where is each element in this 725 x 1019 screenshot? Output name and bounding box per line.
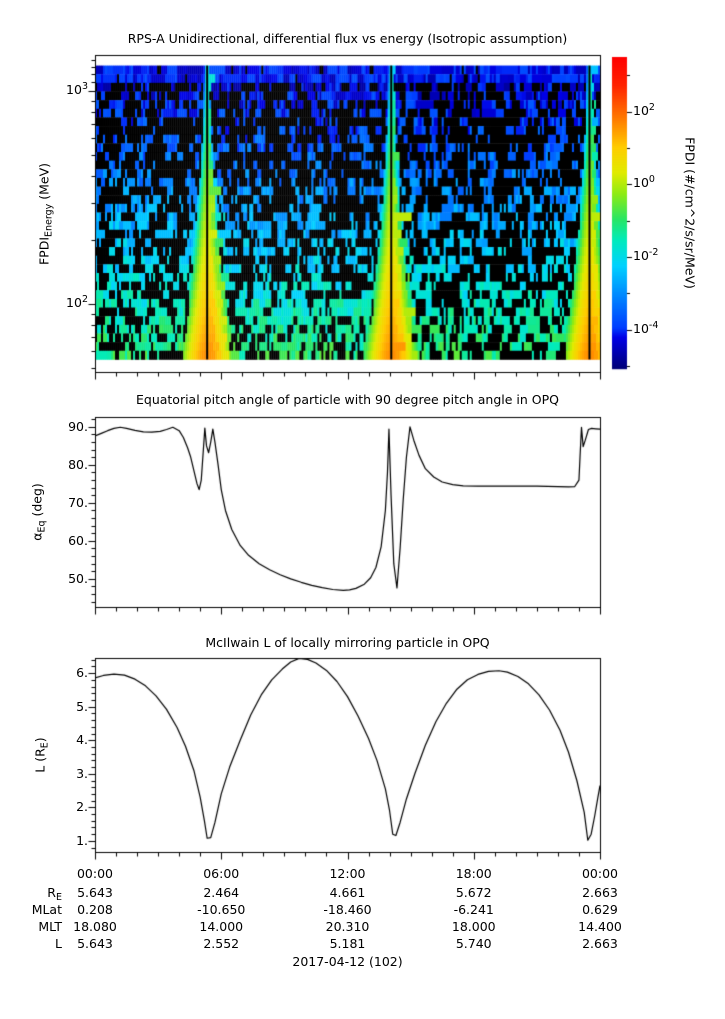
ephemeris-value: -18.460: [323, 902, 372, 917]
flux-panel-title: RPS-A Unidirectional, differential flux …: [127, 31, 568, 46]
lshell-axis-tick-label: 2.: [76, 799, 88, 815]
pitch-ylabel-sub: Eq: [36, 520, 48, 533]
energy-tick-base: 10: [66, 82, 82, 98]
time-axis-tick-label: 00:00: [76, 866, 114, 881]
colorbar-tick-label: 10-4: [633, 319, 659, 336]
colorbar-tick-base: 10: [633, 320, 649, 336]
colorbar-tick-label: 10-2: [633, 247, 659, 264]
ephemeris-value: 2.464: [203, 885, 240, 900]
ephemeris-value: 0.629: [582, 902, 618, 917]
ephemeris-value: 5.740: [455, 936, 492, 951]
lshell-axis-tick-label: 4.: [76, 732, 88, 748]
ephemeris-value: 20.310: [325, 919, 370, 934]
ephemeris-row-label: MLT: [38, 919, 62, 934]
ephemeris-value: 5.643: [77, 885, 113, 900]
colorbar-tick-base: 10: [633, 175, 649, 191]
flux-ylabel-base: FPDI: [36, 236, 52, 266]
ephemeris-value: 5.672: [455, 885, 492, 900]
energy-axis-tick-label: 103: [40, 81, 88, 98]
ephemeris-value: -6.241: [453, 902, 494, 917]
ephemeris-row-label: RE: [0, 885, 62, 903]
ephemeris-value: 2.663: [582, 885, 618, 900]
colorbar-tick-exp: -4: [648, 319, 659, 331]
energy-tick-exp: 3: [81, 81, 88, 93]
ephemeris-value: 18.080: [73, 919, 117, 934]
pitch-axis-tick-label: 80.: [68, 456, 88, 472]
energy-tick-exp: 2: [81, 294, 88, 306]
colorbar-label: FPDI (#/cm^2/s/sr/MeV): [682, 137, 698, 289]
ephemeris-row-label: L: [55, 936, 62, 951]
flux-ylabel-unit: (MeV): [36, 162, 52, 204]
time-axis-tick-label: 18:00: [455, 866, 492, 881]
flux-panel-ylabel: FPDIEnergy (MeV): [36, 162, 55, 266]
ephemeris-value: 2.552: [203, 936, 240, 951]
time-axis-tick-label: 00:00: [581, 866, 619, 881]
pitch-panel-title: Equatorial pitch angle of particle with …: [135, 392, 560, 407]
lshell-axis-tick-label: 6.: [76, 665, 88, 681]
colorbar-tick-base: 10: [633, 102, 649, 118]
colorbar-tick-label: 102: [633, 101, 655, 118]
pitch-panel-ylabel: αEq (deg): [29, 483, 48, 541]
ephemeris-value: 0.208: [77, 902, 113, 917]
pitch-axis-tick-label: 60.: [68, 532, 88, 548]
colorbar-tick-label: 100: [633, 174, 655, 191]
lshell-axis-tick-label: 3.: [76, 765, 88, 781]
ephemeris-value: 4.661: [329, 885, 366, 900]
ephemeris-label-sub: E: [55, 892, 62, 903]
pitch-ylabel-unit: (deg): [29, 483, 45, 521]
ephemeris-value: 14.000: [199, 919, 244, 934]
ephemeris-value: 5.181: [329, 936, 366, 951]
pitch-axis-tick-label: 50.: [68, 570, 88, 586]
date-label: 2017-04-12 (102): [292, 954, 403, 969]
energy-axis-tick-label: 102: [40, 294, 88, 311]
ephemeris-value: 14.400: [578, 919, 622, 934]
energy-tick-base: 10: [66, 295, 82, 311]
lshell-panel-title: McIlwain L of locally mirroring particle…: [205, 635, 490, 650]
ephemeris-row-label: MLat: [31, 902, 62, 917]
ephemeris-value: 2.663: [582, 936, 618, 951]
colorbar-tick-exp: 0: [648, 174, 655, 186]
pitch-ylabel-base: α: [29, 532, 45, 541]
ephemeris-value: 18.000: [451, 919, 496, 934]
colorbar-tick-exp: -2: [648, 247, 659, 259]
ephemeris-value: -10.650: [197, 902, 246, 917]
ephemeris-value: 5.643: [77, 936, 113, 951]
time-axis-tick-label: 12:00: [329, 866, 366, 881]
lshell-axis-tick-label: 5.: [76, 698, 88, 714]
pitch-axis-tick-label: 70.: [68, 494, 88, 510]
colorbar-tick-exp: 2: [648, 101, 655, 113]
colorbar-tick-base: 10: [633, 248, 649, 264]
time-axis-tick-label: 06:00: [203, 866, 240, 881]
pitch-axis-tick-label: 90.: [68, 418, 88, 434]
lshell-axis-tick-label: 1.: [76, 832, 88, 848]
ephemeris-label-base: R: [47, 885, 56, 900]
flux-ylabel-sub: Energy: [43, 203, 55, 237]
